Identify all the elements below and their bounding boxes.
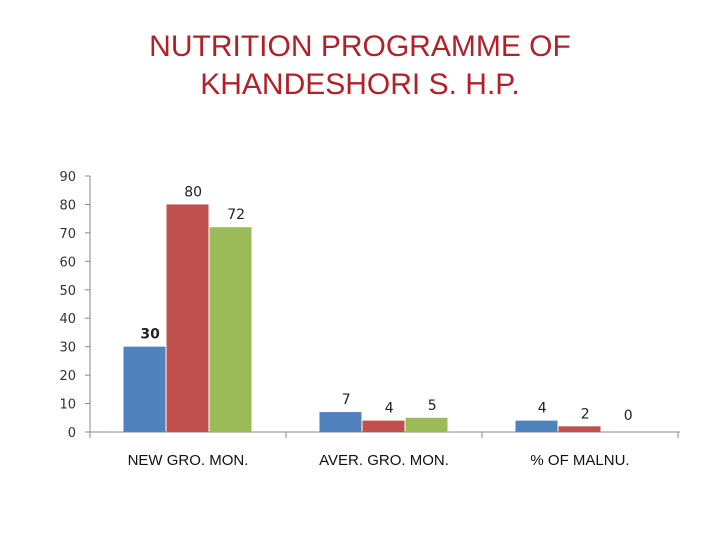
y-tick-label: 0	[68, 426, 76, 441]
y-tick-label: 70	[59, 227, 76, 242]
x-category-label: NEW GRO. MON.	[128, 452, 249, 469]
y-tick-label: 10	[59, 398, 76, 413]
chart-title-line-2: KHANDESHORI S. H.P.	[200, 68, 520, 101]
bar-series-2-1	[166, 204, 209, 432]
y-tick-label: 40	[59, 312, 76, 327]
y-tick-label: 30	[59, 341, 76, 356]
y-tick-label: 80	[59, 198, 76, 213]
data-label: 72	[227, 207, 245, 223]
data-label: 4	[538, 401, 547, 417]
x-category-label: AVER. GRO. MON.	[319, 452, 449, 469]
data-label: 80	[184, 184, 202, 200]
data-label: 4	[385, 401, 394, 417]
y-tick-label: 20	[59, 369, 76, 384]
data-label: 7	[342, 392, 351, 408]
bar-series-3-1	[209, 227, 252, 432]
chart-title-line-1: NUTRITION PROGRAMME OF	[149, 30, 571, 63]
chart-title: NUTRITION PROGRAMME OF KHANDESHORI S. H.…	[0, 28, 720, 104]
bar-series-2-2	[362, 420, 405, 432]
bar-series-2-3	[558, 426, 601, 432]
bar-series-1-2	[319, 412, 362, 432]
bar-series-1-3	[515, 420, 558, 432]
data-label: 0	[624, 408, 633, 424]
bar-series-1-1	[123, 346, 166, 432]
x-category-label: % OF MALNU.	[530, 452, 629, 469]
bar-series-3-2	[405, 417, 448, 432]
data-label: 5	[428, 398, 437, 414]
data-label: 30	[140, 327, 160, 343]
y-tick-label: 60	[59, 255, 76, 270]
y-tick-label: 90	[59, 170, 76, 185]
y-tick-label: 50	[59, 284, 76, 299]
data-label: 2	[581, 406, 590, 422]
